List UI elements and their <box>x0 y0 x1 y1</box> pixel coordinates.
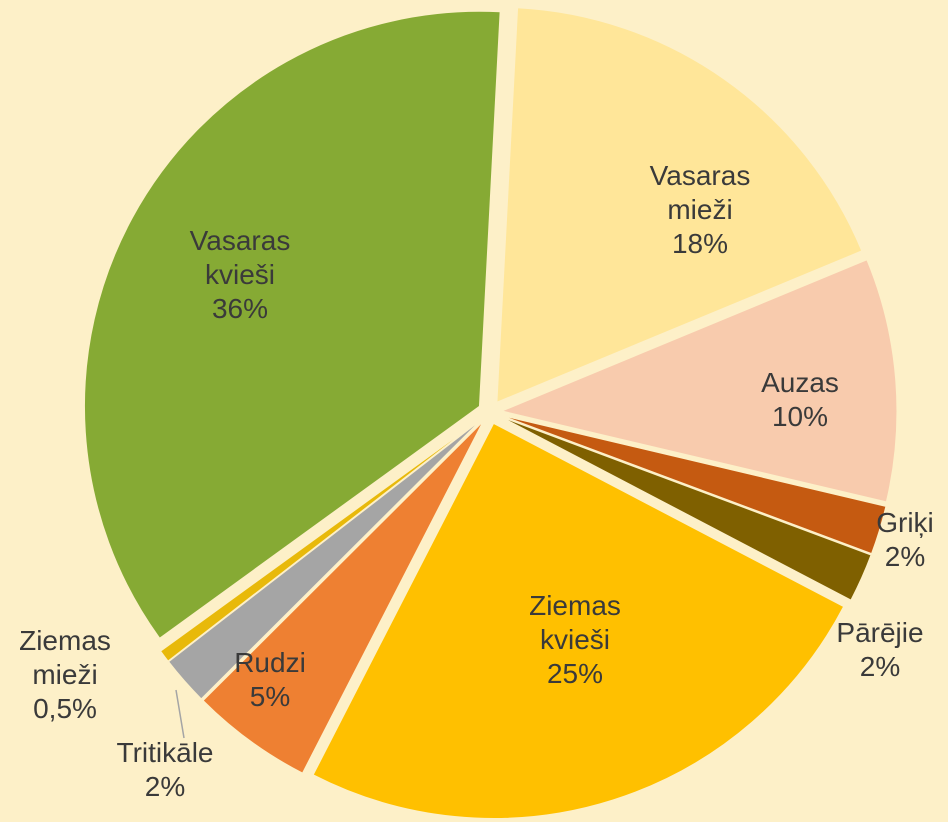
leader-line <box>175 689 185 739</box>
slice-label: Griķi 2% <box>876 506 934 574</box>
pie-slice <box>501 414 887 555</box>
pie-slice <box>167 419 482 700</box>
value-label: 2% <box>859 651 901 682</box>
value-label: 2% <box>884 541 926 572</box>
slice-label: Ziemas kvieši 25% <box>529 589 621 691</box>
pie-slice <box>500 416 872 601</box>
value-label: 10% <box>771 401 829 432</box>
category-label: Auzas <box>761 367 839 398</box>
value-label: 18% <box>671 228 729 259</box>
value-label: 36% <box>211 293 269 324</box>
category-label: Ziemas kvieši <box>529 590 621 655</box>
value-label: 5% <box>249 681 291 712</box>
pie-slice <box>496 7 863 403</box>
value-label: 0,5% <box>33 693 97 724</box>
slice-label: Pārējie 2% <box>836 616 923 684</box>
slice-label: Vasaras kvieši 36% <box>190 224 291 326</box>
pie-slice <box>83 10 501 639</box>
pie-slice <box>500 259 898 503</box>
category-label: Vasaras kvieši <box>189 225 291 290</box>
category-label: Tritikāle <box>116 737 214 768</box>
category-label: Ziemas mieži <box>19 625 111 690</box>
slice-label: Tritikāle 2% <box>117 736 214 804</box>
slice-label: Vasaras mieži 18% <box>650 159 751 261</box>
slice-label: Rudzi 5% <box>234 646 306 714</box>
pie-slice <box>312 422 845 819</box>
category-label: Pārējie <box>836 617 924 648</box>
pie-slice <box>159 418 481 662</box>
pie-slice <box>202 421 484 774</box>
slice-label: Auzas 10% <box>761 366 839 434</box>
value-label: 2% <box>144 771 186 802</box>
category-label: Rudzi <box>234 647 306 678</box>
value-label: 25% <box>546 658 604 689</box>
category-label: Vasaras mieži <box>649 160 751 225</box>
category-label: Griķi <box>876 507 934 538</box>
slice-label: Ziemas mieži 0,5% <box>19 624 111 726</box>
